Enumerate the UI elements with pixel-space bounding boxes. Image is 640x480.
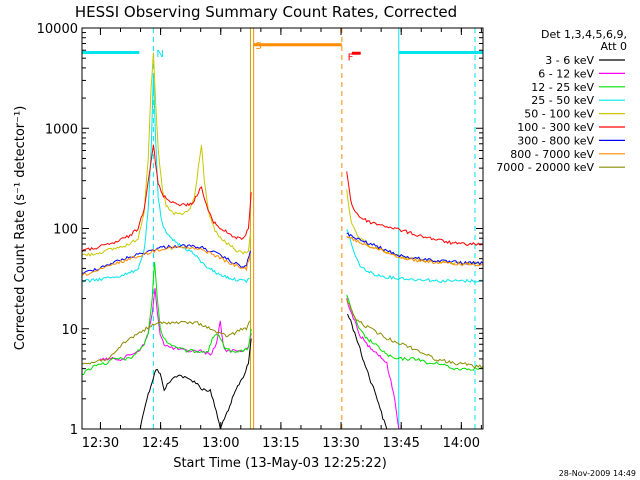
- annotation-label-1: S: [255, 41, 261, 52]
- series-line-0-segment-1: [347, 313, 388, 429]
- legend-label-1: 6 - 12 keV: [538, 67, 594, 80]
- series-line-7-segment-0: [82, 245, 251, 277]
- x-tick-label-5: 13:45: [382, 436, 419, 451]
- series-line-4-segment-0: [82, 52, 251, 257]
- legend-header-0: Det 1,3,4,5,6,9,: [541, 28, 627, 41]
- chart-title: HESSI Observing Summary Count Rates, Cor…: [75, 3, 457, 21]
- x-tick-label-0: 12:30: [82, 436, 119, 451]
- legend-label-6: 300 - 800 keV: [517, 134, 594, 147]
- legend-label-3: 25 - 50 keV: [531, 94, 594, 107]
- legend-label-7: 800 - 7000 keV: [510, 148, 594, 161]
- series-line-0-segment-0: [139, 338, 252, 429]
- series-line-2-segment-1: [346, 294, 483, 371]
- legend-label-0: 3 - 6 keV: [545, 54, 594, 67]
- plot-area: N S F: [82, 28, 483, 429]
- y-tick-label-0: 1: [70, 423, 78, 438]
- x-tick-label-2: 13:00: [202, 436, 239, 451]
- series-line-7-segment-1: [346, 235, 483, 267]
- plot-clip-group: [82, 28, 483, 429]
- x-tick-label-3: 13:15: [262, 436, 299, 451]
- y-tick-label-4: 10000: [37, 22, 78, 37]
- y-axis-label: Corrected Count Rate (s⁻¹ detector⁻¹): [13, 106, 28, 351]
- annotation-label-2: F: [348, 52, 354, 63]
- y-tick-label-1: 10: [61, 323, 78, 338]
- series-line-8-segment-0: [82, 320, 251, 365]
- series-line-3-segment-0: [82, 73, 250, 284]
- timestamp: 28-Nov-2009 14:49: [559, 469, 636, 478]
- series-line-5-segment-0: [82, 144, 252, 253]
- legend-label-5: 100 - 300 keV: [517, 121, 594, 134]
- legend-label-2: 12 - 25 keV: [531, 81, 594, 94]
- series-line-1-segment-1: [346, 297, 400, 429]
- x-tick-label-6: 14:00: [443, 436, 480, 451]
- x-tick-label-4: 13:30: [322, 436, 359, 451]
- series-line-2-segment-0: [82, 261, 252, 375]
- legend-label-4: 50 - 100 keV: [524, 108, 594, 121]
- axes: 1 10 100 1000 10000 12:30 12:45 13:00 13:15 13:30…: [37, 22, 483, 451]
- legend-label-8: 7000 - 20000 keV: [496, 161, 594, 174]
- series-line-1-segment-0: [99, 287, 252, 362]
- series-line-5-segment-1: [346, 171, 483, 247]
- series-line-6-segment-1: [346, 232, 483, 266]
- series-line-3-segment-1: [346, 228, 483, 284]
- series-line-8-segment-1: [346, 299, 483, 369]
- legend-header-1: Att 0: [601, 40, 627, 53]
- annotation-label-0: N: [156, 49, 163, 60]
- x-axis-label: Start Time (13-May-03 12:25:22): [173, 456, 387, 471]
- y-tick-label-3: 1000: [45, 122, 78, 137]
- x-tick-label-1: 12:45: [142, 436, 179, 451]
- y-tick-label-2: 100: [53, 223, 78, 238]
